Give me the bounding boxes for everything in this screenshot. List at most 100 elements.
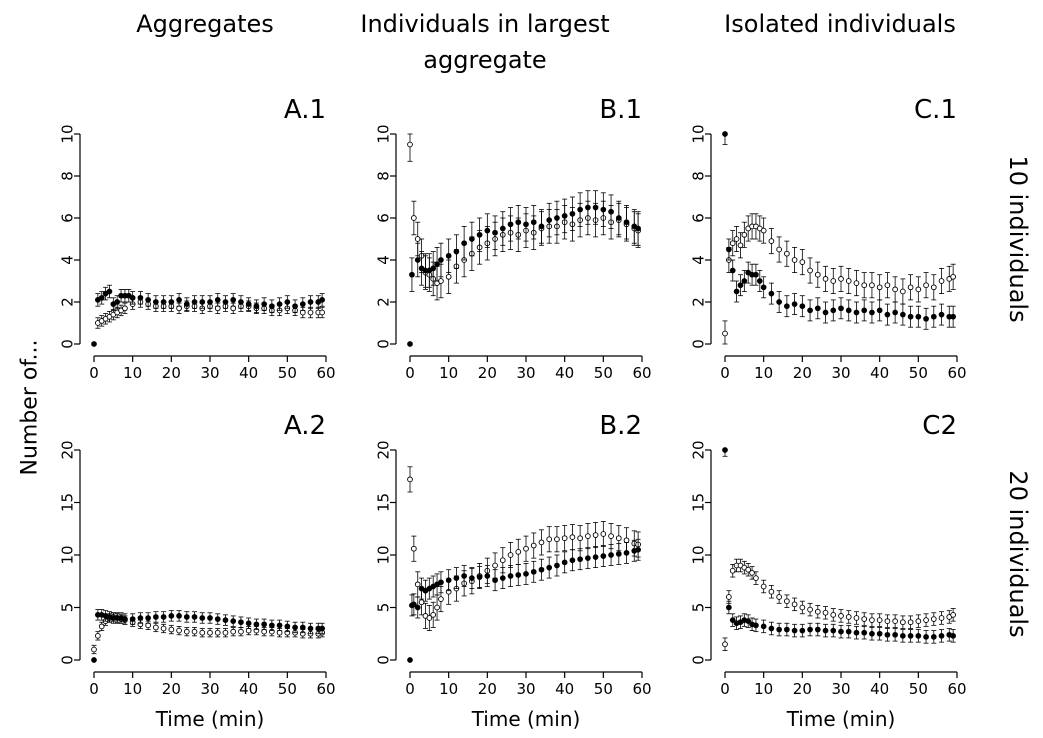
data-point bbox=[569, 534, 576, 541]
y-tick-label: 5 bbox=[59, 603, 77, 613]
data-point bbox=[585, 555, 591, 562]
data-point bbox=[191, 299, 198, 305]
data-point bbox=[784, 250, 790, 257]
data-point bbox=[538, 566, 545, 573]
series-filled bbox=[722, 447, 956, 644]
data-point bbox=[319, 309, 325, 316]
data-point bbox=[183, 301, 190, 307]
data-point bbox=[492, 577, 498, 584]
data-point bbox=[876, 617, 883, 623]
data-point bbox=[153, 614, 159, 620]
data-point bbox=[407, 657, 413, 663]
y-tick-label: 20 bbox=[375, 440, 393, 459]
data-point bbox=[930, 634, 937, 640]
data-point bbox=[191, 614, 198, 620]
data-point bbox=[726, 594, 732, 600]
data-point bbox=[814, 305, 821, 312]
x-tick-label: 0 bbox=[405, 680, 415, 698]
data-point bbox=[938, 632, 945, 639]
data-point bbox=[230, 628, 237, 635]
data-point bbox=[523, 571, 529, 577]
data-point bbox=[269, 622, 275, 629]
data-point bbox=[292, 303, 298, 310]
data-point bbox=[515, 219, 522, 226]
data-point bbox=[168, 626, 175, 633]
x-tick-label: 0 bbox=[720, 364, 730, 382]
data-point bbox=[253, 303, 260, 310]
data-point bbox=[722, 330, 728, 337]
data-point bbox=[261, 621, 267, 628]
data-point bbox=[214, 629, 221, 636]
data-point bbox=[623, 537, 630, 544]
data-point bbox=[733, 236, 740, 242]
data-point bbox=[892, 618, 898, 625]
data-point bbox=[615, 215, 622, 221]
data-point bbox=[915, 286, 922, 293]
data-point bbox=[907, 632, 914, 639]
x-tick-label: 30 bbox=[200, 364, 219, 382]
y-tick-label: 4 bbox=[690, 255, 708, 265]
data-point bbox=[753, 271, 759, 278]
data-point bbox=[600, 206, 607, 213]
data-point bbox=[838, 613, 844, 619]
data-point bbox=[853, 309, 860, 316]
data-point bbox=[907, 284, 914, 291]
x-tick-label: 50 bbox=[278, 364, 297, 382]
data-point bbox=[453, 575, 460, 581]
data-point bbox=[577, 535, 583, 542]
y-tick-label: 2 bbox=[690, 297, 708, 307]
data-point bbox=[253, 621, 260, 628]
data-point bbox=[546, 536, 553, 543]
y-tick-label: 8 bbox=[59, 171, 77, 181]
data-point bbox=[853, 280, 860, 286]
data-point bbox=[469, 575, 475, 581]
data-point bbox=[430, 611, 437, 618]
data-point bbox=[276, 622, 283, 629]
data-point bbox=[284, 299, 291, 305]
y-tick-label: 4 bbox=[375, 255, 393, 265]
data-point bbox=[930, 313, 937, 320]
data-point bbox=[729, 267, 736, 274]
data-point bbox=[546, 217, 553, 223]
data-point bbox=[199, 629, 206, 636]
data-point bbox=[799, 303, 806, 310]
x-tick-label: 20 bbox=[793, 364, 812, 382]
data-point bbox=[176, 297, 182, 303]
data-point bbox=[299, 309, 306, 316]
data-point bbox=[791, 627, 798, 634]
data-point bbox=[230, 305, 237, 312]
data-point bbox=[768, 290, 775, 297]
y-tick-label: 10 bbox=[690, 545, 708, 564]
data-point bbox=[938, 278, 945, 284]
data-point bbox=[137, 294, 144, 301]
data-point bbox=[923, 617, 929, 623]
x-tick-label: 10 bbox=[439, 364, 458, 382]
data-point bbox=[153, 624, 159, 631]
data-point bbox=[284, 623, 291, 630]
x-axis-title: Time (min) bbox=[471, 707, 581, 731]
series-open bbox=[722, 213, 956, 345]
x-axis-title: Time (min) bbox=[155, 707, 265, 731]
data-point bbox=[768, 625, 775, 632]
data-point bbox=[530, 568, 537, 575]
data-point bbox=[299, 301, 306, 307]
data-point bbox=[838, 628, 844, 635]
data-point bbox=[722, 641, 728, 648]
x-tick-label: 50 bbox=[278, 680, 297, 698]
data-point bbox=[230, 618, 237, 625]
data-point bbox=[822, 627, 829, 634]
series-open bbox=[407, 133, 641, 301]
y-tick-label: 15 bbox=[690, 493, 708, 512]
data-point bbox=[884, 311, 891, 318]
data-point bbox=[884, 631, 891, 638]
x-tick-label: 40 bbox=[239, 680, 258, 698]
y-tick-label: 15 bbox=[59, 493, 77, 512]
data-point bbox=[261, 628, 267, 635]
x-tick-label: 0 bbox=[720, 680, 730, 698]
data-point bbox=[623, 550, 630, 556]
data-point bbox=[814, 626, 821, 633]
x-tick-label: 10 bbox=[754, 364, 773, 382]
data-point bbox=[615, 551, 622, 557]
x-tick-label: 40 bbox=[555, 680, 574, 698]
data-point bbox=[814, 271, 821, 278]
